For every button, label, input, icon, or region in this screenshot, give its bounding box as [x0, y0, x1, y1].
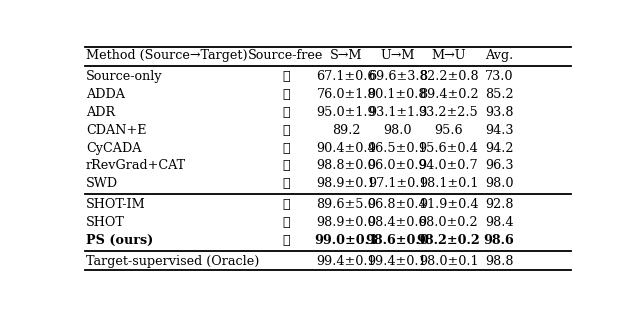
Text: ✓: ✓ — [282, 216, 290, 229]
Text: 98.8±0.0: 98.8±0.0 — [317, 159, 376, 172]
Text: Avg.: Avg. — [485, 49, 513, 62]
Text: 98.4±0.6: 98.4±0.6 — [367, 216, 428, 229]
Text: 98.6: 98.6 — [484, 234, 515, 247]
Text: 90.4±0.4: 90.4±0.4 — [317, 142, 376, 154]
Text: 92.8: 92.8 — [485, 198, 513, 211]
Text: 69.6±3.8: 69.6±3.8 — [367, 70, 428, 83]
Text: 94.3: 94.3 — [485, 124, 513, 137]
Text: ✗: ✗ — [282, 106, 290, 119]
Text: 99.0±0.1: 99.0±0.1 — [314, 234, 378, 247]
Text: SWD: SWD — [86, 177, 118, 190]
Text: ✓: ✓ — [282, 234, 290, 247]
Text: 96.8±0.4: 96.8±0.4 — [367, 198, 428, 211]
Text: 98.9±0.1: 98.9±0.1 — [317, 177, 376, 190]
Text: 99.4±0.1: 99.4±0.1 — [368, 255, 427, 268]
Text: PS (ours): PS (ours) — [86, 234, 153, 247]
Text: CyCADA: CyCADA — [86, 142, 141, 154]
Text: 96.5±0.1: 96.5±0.1 — [367, 142, 428, 154]
Text: ✓: ✓ — [282, 198, 290, 211]
Text: 89.6±5.0: 89.6±5.0 — [316, 198, 376, 211]
Text: 91.9±0.4: 91.9±0.4 — [419, 198, 478, 211]
Text: 98.6±0.0: 98.6±0.0 — [365, 234, 429, 247]
Text: CDAN+E: CDAN+E — [86, 124, 147, 137]
Text: 95.0±1.9: 95.0±1.9 — [317, 106, 376, 119]
Text: SHOT-IM: SHOT-IM — [86, 198, 146, 211]
Text: rRevGrad+CAT: rRevGrad+CAT — [86, 159, 186, 172]
Text: S→M: S→M — [330, 49, 363, 62]
Text: 98.0±0.2: 98.0±0.2 — [419, 216, 478, 229]
Text: Method (Source→Target): Method (Source→Target) — [86, 49, 248, 62]
Text: 93.8: 93.8 — [485, 106, 513, 119]
Text: 98.0±0.1: 98.0±0.1 — [419, 255, 478, 268]
Text: 98.2±0.2: 98.2±0.2 — [417, 234, 481, 247]
Text: 93.2±2.5: 93.2±2.5 — [419, 106, 479, 119]
Text: 90.1±0.8: 90.1±0.8 — [368, 88, 427, 101]
Text: ✗: ✗ — [282, 88, 290, 101]
Text: Source-only: Source-only — [86, 70, 163, 83]
Text: Target-supervised (Oracle): Target-supervised (Oracle) — [86, 255, 259, 268]
Text: ✗: ✗ — [282, 70, 290, 83]
Text: Source-free: Source-free — [248, 49, 324, 62]
Text: ✗: ✗ — [282, 177, 290, 190]
Text: 98.9±0.0: 98.9±0.0 — [317, 216, 376, 229]
Text: SHOT: SHOT — [86, 216, 125, 229]
Text: ADDA: ADDA — [86, 88, 125, 101]
Text: 96.3: 96.3 — [485, 159, 513, 172]
Text: ✗: ✗ — [282, 142, 290, 154]
Text: 98.4: 98.4 — [485, 216, 513, 229]
Text: 97.1±0.1: 97.1±0.1 — [368, 177, 427, 190]
Text: M→U: M→U — [431, 49, 466, 62]
Text: U→M: U→M — [380, 49, 415, 62]
Text: 95.6±0.4: 95.6±0.4 — [419, 142, 479, 154]
Text: 94.2: 94.2 — [485, 142, 513, 154]
Text: 93.1±1.3: 93.1±1.3 — [368, 106, 427, 119]
Text: 67.1±0.6: 67.1±0.6 — [317, 70, 376, 83]
Text: 98.8: 98.8 — [485, 255, 513, 268]
Text: 95.6: 95.6 — [434, 124, 463, 137]
Text: 85.2: 85.2 — [485, 88, 513, 101]
Text: 82.2±0.8: 82.2±0.8 — [419, 70, 478, 83]
Text: ADR: ADR — [86, 106, 115, 119]
Text: 98.0: 98.0 — [485, 177, 513, 190]
Text: ✗: ✗ — [282, 159, 290, 172]
Text: 98.1±0.1: 98.1±0.1 — [419, 177, 478, 190]
Text: 94.0±0.7: 94.0±0.7 — [419, 159, 478, 172]
Text: 73.0: 73.0 — [485, 70, 513, 83]
Text: 96.0±0.9: 96.0±0.9 — [367, 159, 428, 172]
Text: 76.0±1.8: 76.0±1.8 — [317, 88, 376, 101]
Text: 99.4±0.1: 99.4±0.1 — [317, 255, 376, 268]
Text: 98.0: 98.0 — [383, 124, 412, 137]
Text: ✗: ✗ — [282, 124, 290, 137]
Text: 89.2: 89.2 — [332, 124, 360, 137]
Text: 89.4±0.2: 89.4±0.2 — [419, 88, 478, 101]
